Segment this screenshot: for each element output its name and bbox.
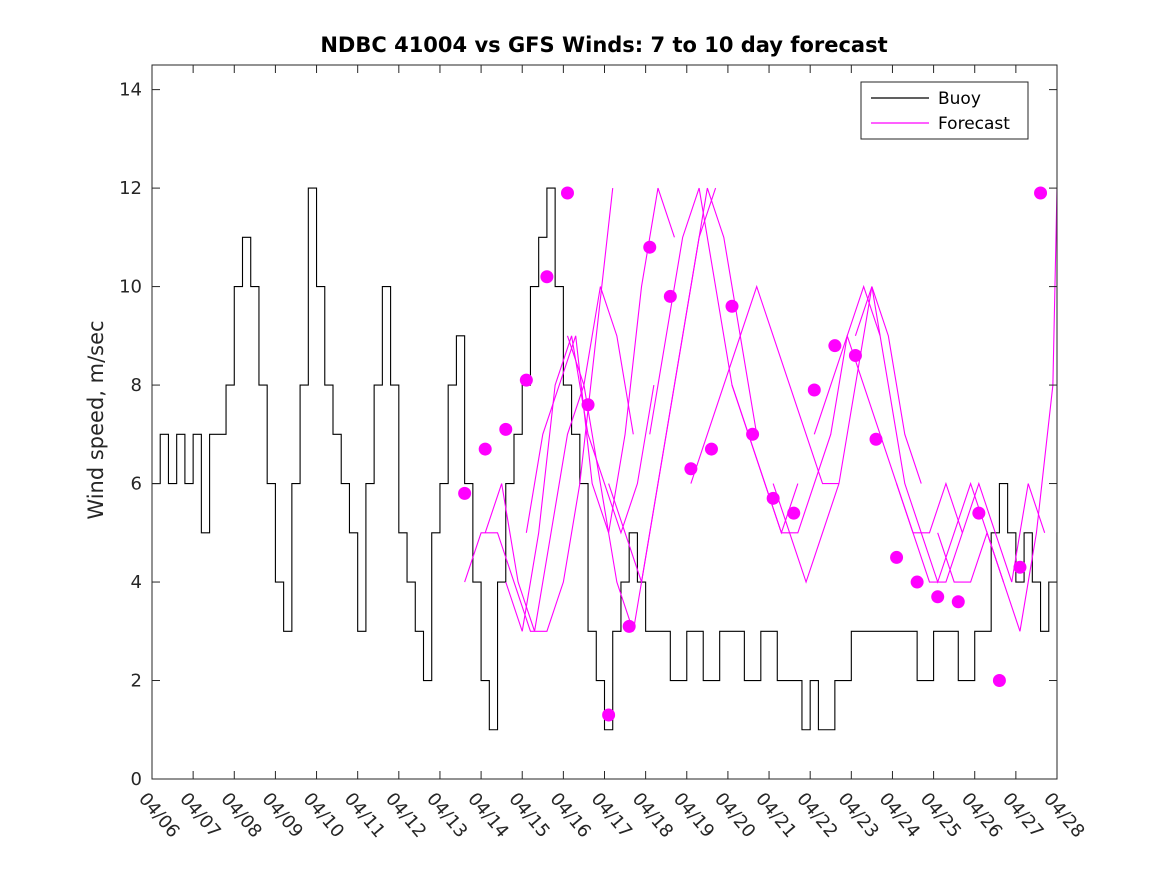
forecast-point-marker [581,398,595,412]
x-tick-label: 04/27 [998,789,1047,842]
forecast-point-marker [787,506,801,520]
legend: Buoy Forecast [860,81,1029,140]
x-tick-label: 04/15 [504,789,553,842]
y-tick-label: 0 [131,769,142,790]
forecast-point-marker [663,289,677,303]
y-tick-label: 12 [119,178,142,199]
forecast-point-marker [910,575,924,589]
x-tick-label: 04/23 [833,789,882,842]
forecast-point-marker [890,550,904,564]
y-tick-label: 10 [119,277,142,298]
x-tick-label: 04/11 [340,789,389,842]
plot-area [152,186,1057,731]
forecast-run-line [772,286,922,584]
forecast-run-line [937,188,1057,632]
x-tick-label: 04/21 [751,789,800,842]
legend-label: Forecast [938,114,1010,134]
forecast-run-line [731,284,881,534]
forecast-point-marker [869,432,883,446]
y-tick-label: 8 [131,375,142,396]
forecast-point-marker [602,708,616,722]
forecast-point-marker [499,422,513,436]
forecast-point-marker [540,270,554,284]
forecast-run-line [813,334,963,534]
forecast-run-line [896,481,1046,583]
forecast-point-marker [992,674,1006,688]
x-tick-label: 04/10 [299,789,348,842]
y-axis-label: Wind speed, m/sec [84,320,108,519]
x-tick-label: 04/24 [875,789,924,842]
forecast-point-marker [1034,186,1048,200]
x-tick-label: 04/06 [134,789,183,842]
x-tick-label: 04/18 [628,789,677,842]
forecast-point-marker [807,383,821,397]
forecast-point-marker [951,595,965,609]
forecast-point-marker [828,339,842,353]
forecast-point-marker [560,186,574,200]
forecast-point-marker [725,299,739,313]
forecast-point-marker [478,442,492,456]
legend-label: Buoy [938,89,981,109]
axes-box [151,64,1058,780]
forecast-run-line [608,187,758,583]
x-tick-label: 04/17 [587,789,636,842]
x-tick-label: 04/12 [381,789,430,842]
forecast-point-marker [972,506,986,520]
forecast-point-marker [458,486,472,500]
forecast-point-marker [746,427,760,441]
forecast-point-marker [704,442,718,456]
legend-box [860,81,1029,140]
chart-title: NDBC 41004 vs GFS Winds: 7 to 10 day for… [320,33,887,57]
x-tick-label: 04/26 [957,789,1006,842]
forecast-run-line [484,286,634,632]
forecast-point-marker [519,373,533,387]
x-tick-label: 04/19 [669,789,718,842]
forecast-point-marker [848,349,862,363]
forecast-point-marker [766,491,780,505]
forecast-run-line [525,187,675,533]
x-tick-label: 04/09 [258,789,307,842]
y-tick-label: 6 [131,474,142,495]
x-tick-label: 04/13 [422,789,471,842]
forecast-point-marker [643,240,657,254]
forecast-point-marker [622,619,636,633]
y-tick-label: 4 [131,572,142,593]
buoy-series-line [152,187,1057,731]
x-tick-label: 04/16 [546,789,595,842]
x-tick-label: 04/22 [792,789,841,842]
x-tick-label: 04/28 [1039,789,1088,842]
forecast-point-marker [1013,560,1027,574]
x-tick-label: 04/08 [216,789,265,842]
y-tick-label: 14 [119,80,142,101]
x-tick-label: 04/25 [916,789,965,842]
forecast-point-marker [684,462,698,476]
x-tick-label: 04/14 [463,789,512,842]
forecast-run-line [505,335,655,632]
forecast-point-marker [931,590,945,604]
axes: 0246810121404/0604/0704/0804/0904/1004/1… [119,64,1089,842]
x-tick-label: 04/20 [710,789,759,842]
y-tick-label: 2 [131,671,142,692]
forecast-run-line [690,284,839,485]
x-tick-label: 04/07 [175,789,224,842]
